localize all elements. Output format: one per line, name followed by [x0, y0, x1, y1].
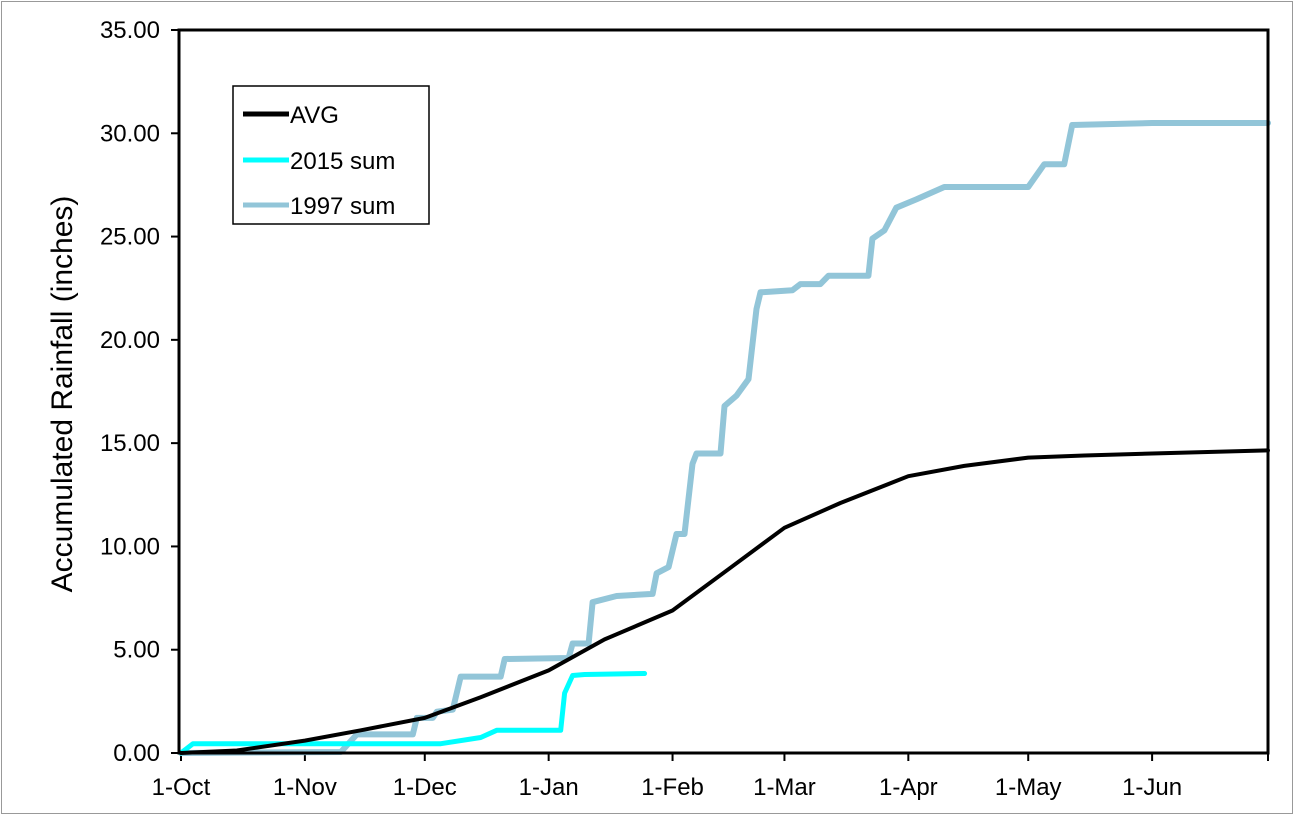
- legend-label-1997: 1997 sum: [290, 193, 395, 220]
- y-tick-label: 30.00: [100, 120, 160, 147]
- series-line-2015-sum: [178, 671, 648, 756]
- legend-label-2015: 2015 sum: [290, 148, 395, 175]
- legend-box: [232, 85, 430, 225]
- x-tick-label: 1-Jan: [519, 774, 579, 801]
- y-tick-label: 0.00: [113, 740, 160, 767]
- y-axis-ticks: 0.00 5.00 10.00 15.00 20.00 25.00 30.00 35.00: [100, 17, 179, 767]
- x-tick-label: 1-Nov: [273, 774, 337, 801]
- y-tick-label: 10.00: [100, 533, 160, 560]
- y-tick-label: 20.00: [100, 327, 160, 354]
- x-tick-label: 1-Mar: [753, 774, 816, 801]
- series-line-1997-sum: [178, 120, 1271, 756]
- y-axis-label: Accumulated Rainfall (inches): [46, 196, 79, 593]
- x-tick-label: 1-Dec: [393, 774, 457, 801]
- x-tick-label: 1-Apr: [879, 774, 938, 801]
- x-axis-ticks: 1-Oct 1-Nov 1-Dec 1-Jan 1-Feb 1-Mar 1-Apr 1-May…: [152, 753, 1269, 801]
- x-tick-label: 1-Jun: [1122, 774, 1182, 801]
- x-tick-label: 1-May: [995, 774, 1062, 801]
- x-tick-label: 1-Feb: [641, 774, 704, 801]
- legend: AVG 2015 sum 1997 sum: [232, 85, 430, 225]
- series-layer: [178, 120, 1271, 756]
- legend-label-avg: AVG: [290, 102, 339, 129]
- y-tick-label: 15.00: [100, 430, 160, 457]
- series-line-avg: [179, 448, 1270, 755]
- y-tick-label: 25.00: [100, 224, 160, 251]
- x-tick-label: 1-Oct: [152, 774, 211, 801]
- y-tick-label: 5.00: [113, 637, 160, 664]
- y-tick-label: 35.00: [100, 17, 160, 44]
- plot-area: [177, 28, 1270, 755]
